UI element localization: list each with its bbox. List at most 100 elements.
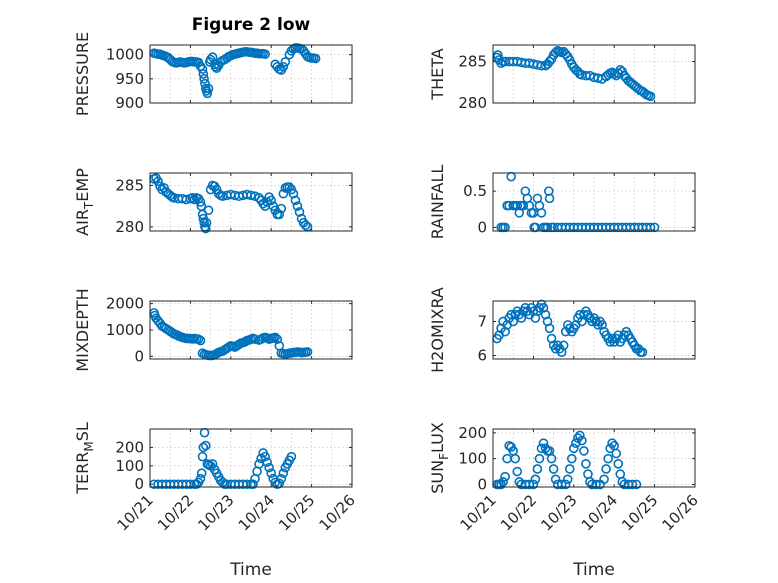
panel-3-data-point: [278, 188, 289, 199]
panel-3-data-point: [201, 217, 212, 228]
panel-8-data-point: [579, 446, 589, 456]
panel-1-data-point: [199, 74, 209, 84]
panel-7-data-point: [266, 468, 277, 478]
panel-7-data-point: [198, 442, 209, 453]
panel-8-data-point: [550, 474, 561, 485]
panel-2-data-point: [493, 50, 503, 60]
panel-1-data-point: [203, 83, 214, 94]
panel-7-y-tick-label: 200: [115, 438, 144, 456]
panel-5: 0 1000 2000 MIXDEPTH: [73, 288, 353, 372]
panel-2-y-tick-label: 280: [458, 94, 487, 112]
panel-8-data-point: [500, 471, 510, 482]
panel-5-data-point: [193, 334, 204, 345]
panel-7-y-tick-label: 100: [115, 457, 144, 475]
panel-3-data-point: [294, 207, 305, 217]
panel-3-data-point: [153, 176, 163, 187]
panel-2-y-tick-label: 285: [458, 53, 487, 71]
panel-1-y-tick-label: 950: [115, 70, 144, 88]
panel-2-y-axis-label: THETA: [428, 48, 447, 100]
panel-6-y-tick-label: 6: [477, 347, 487, 365]
panel-7-x-tick-label: 10/25: [275, 491, 318, 534]
panel-3-frame: [149, 172, 353, 232]
panel-4-data-point: [536, 208, 547, 218]
panel-2-data-point: [645, 91, 656, 102]
panel-3-data-point: [300, 220, 311, 230]
panel-2-data-point: [544, 56, 555, 67]
panel-8-data-point: [613, 458, 624, 469]
panel-1-data-point: [260, 49, 270, 59]
panel-8-data-point: [514, 477, 525, 487]
x-axis-label-left: Time: [229, 560, 272, 580]
panel-7-data-point: [276, 473, 287, 484]
panel-3-data-point: [187, 193, 198, 203]
panel-8-frame: [492, 428, 696, 488]
panel-8-data-point: [536, 443, 547, 454]
panel-8-data-point: [599, 474, 609, 485]
panel-8-data-point: [556, 479, 567, 490]
panel-1-y-tick-label: 900: [115, 94, 144, 112]
panel-5-data-point: [270, 332, 281, 343]
panel-6-y-tick-label: 7: [477, 312, 487, 330]
panel-7-y-tick-label: 0: [134, 475, 144, 493]
x-axis-label-right: Time: [572, 560, 615, 580]
panel-8-data-point: [528, 479, 539, 490]
panel-3-data-point: [284, 182, 295, 192]
panel-7-data-point: [264, 462, 274, 473]
panel-4: 0 0.5 RAINFALL: [428, 165, 696, 240]
panel-8-data-point: [546, 453, 557, 464]
panel-3-data-point: [276, 203, 287, 214]
panel-7-data-point: [200, 440, 211, 451]
panel-8-x-tick-label: 10/25: [618, 491, 661, 534]
panel-3-y-axis-label: AIRTEMP: [73, 168, 96, 236]
panel-5-data-point: [195, 335, 206, 346]
panel-7-x-tick-label: 10/22: [154, 491, 197, 534]
panel-8-y-tick-label: 100: [458, 450, 487, 468]
panel-8-data-point: [548, 464, 559, 474]
panel-4-data-point: [544, 193, 555, 204]
panel-8-data-point: [575, 430, 585, 441]
panel-8-data-point: [532, 464, 543, 474]
panel-3-data-point: [195, 197, 206, 207]
panel-4-y-tick-label: 0.5: [463, 182, 487, 200]
panel-8-data-point: [571, 438, 581, 448]
panel-8-data-point: [496, 479, 506, 490]
panel-8-data-point: [607, 438, 617, 448]
panel-3-y-tick-label: 285: [115, 176, 144, 194]
panel-8-data-point: [510, 453, 521, 464]
panel-5-y-tick-label: 2000: [106, 295, 144, 313]
panel-3-data-point: [200, 223, 211, 234]
panel-8-data-point: [512, 466, 523, 477]
panel-7-x-tick-label: 10/26: [316, 491, 359, 534]
panel-6-frame: [492, 300, 696, 360]
panel-7-x-tick-label: 10/21: [114, 491, 157, 534]
panel-5-y-tick-label: 1000: [106, 321, 144, 339]
panel-6-data-point: [544, 323, 555, 334]
panel-8-data-point: [601, 464, 611, 474]
panel-8-y-tick-label: 200: [458, 424, 487, 442]
panel-7-data-point: [195, 473, 206, 484]
panel-4-y-axis-label: RAINFALL: [428, 165, 447, 240]
panel-1-y-axis-label: PRESSURE: [73, 32, 92, 116]
panel-8-data-point: [577, 435, 587, 446]
panel-3: 280 285 AIRTEMP: [73, 168, 353, 236]
panel-8-data-point: [568, 443, 579, 454]
panel-8-data-point: [538, 438, 549, 448]
panel-3-data-point: [290, 195, 301, 206]
panel-7-x-tick-label: 10/24: [235, 491, 278, 534]
panel-3-data-point: [189, 194, 200, 205]
panel-8-data-point: [564, 464, 575, 474]
panel-5-data-point: [272, 334, 283, 345]
panel-1-data-point: [197, 64, 208, 74]
panel-1: 900 950 1000 PRESSURE: [73, 32, 353, 116]
panel-8: 0 100 200 SUNFLUX 10/2110/2210/2310/2410/251…: [428, 422, 702, 534]
panel-4-data-point: [518, 200, 529, 211]
panel-8-data-point: [581, 458, 591, 469]
panel-8-y-axis-label: SUNFLUX: [428, 422, 451, 494]
panel-7-data-point: [207, 459, 218, 469]
panel-7-data-point: [197, 451, 208, 462]
panel-3-y-tick-label: 280: [115, 218, 144, 236]
panel-3-data-point: [266, 195, 277, 206]
panel-1-data-point: [202, 88, 213, 99]
